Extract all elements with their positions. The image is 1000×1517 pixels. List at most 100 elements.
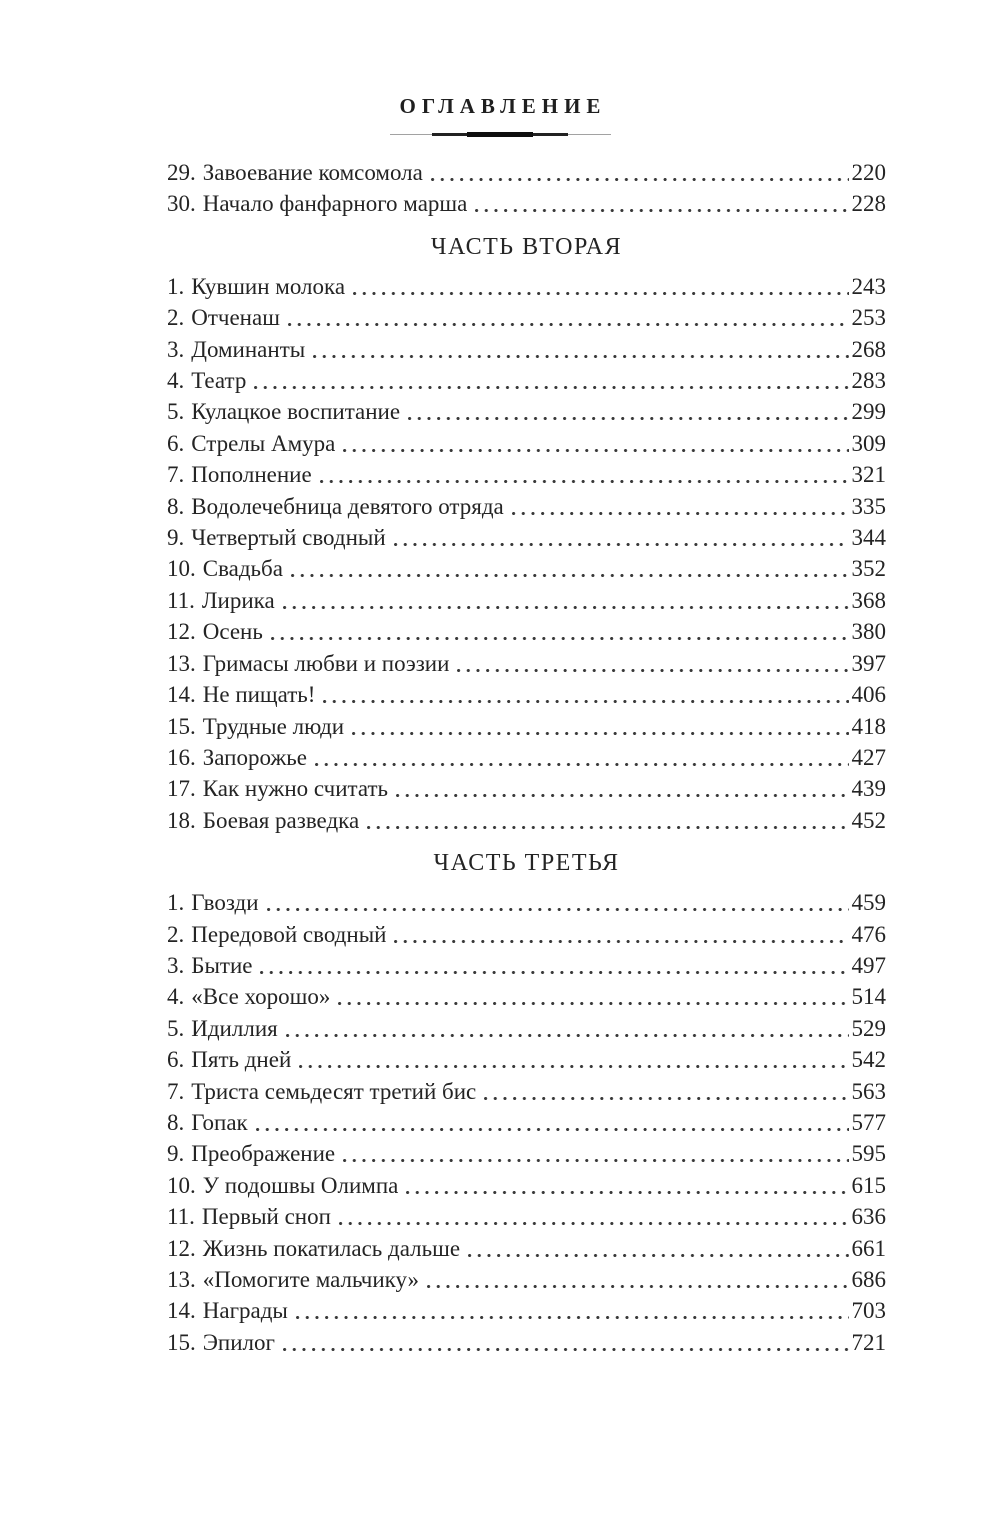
- item-number: 13.: [167, 650, 196, 676]
- item-number: 4.: [167, 984, 185, 1010]
- item-page-number: 309: [851, 430, 887, 456]
- item-title: Стрелы Амура: [191, 430, 336, 456]
- item-number: 8.: [167, 1109, 185, 1135]
- dot-leader: [367, 825, 849, 829]
- item-title: Бытие: [191, 952, 253, 978]
- item-page-number: 476: [851, 921, 887, 947]
- item-page-number: 686: [851, 1267, 887, 1292]
- item-title: Передовой сводный: [191, 921, 387, 947]
- item-number: 16.: [167, 744, 196, 770]
- item-page-number: 636: [851, 1204, 887, 1230]
- toc-entry: 16. Запорожье 427: [167, 742, 886, 773]
- item-number: 10.: [167, 1172, 196, 1198]
- part-heading: ЧАСТЬ ТРЕТЬЯ: [433, 850, 620, 877]
- item-title: Водолечебница девятого отряда: [191, 493, 504, 519]
- dot-leader: [427, 1285, 849, 1288]
- dot-leader: [408, 417, 849, 421]
- toc-entry: 4. Театр 283: [167, 365, 886, 396]
- toc-entry: 1. Кувшин молока 243: [167, 271, 886, 302]
- item-title: «Помогите мальчику»: [202, 1267, 420, 1292]
- item-page-number: 514: [851, 984, 887, 1010]
- item-title: Первый сноп: [201, 1204, 331, 1230]
- dot-leader: [255, 1127, 849, 1131]
- dot-leader: [282, 1347, 849, 1351]
- item-number: 2.: [167, 305, 185, 331]
- item-title: Четвертый сводный: [191, 525, 386, 551]
- page-title: ОГЛАВЛЕНИЕ: [399, 94, 607, 118]
- toc-entry: 7. Триста семьдесят третий бис 563: [167, 1076, 886, 1107]
- item-title: Кувшин молока: [191, 273, 346, 299]
- dot-leader: [315, 762, 849, 766]
- item-title: Отченаш: [191, 305, 280, 331]
- toc-entry: 8. Водолечебница девятого отряда 335: [167, 491, 886, 522]
- item-title: Гопак: [191, 1109, 248, 1135]
- toc-entry: 29. Завоевание комсомола 220: [167, 157, 886, 188]
- item-page-number: 397: [851, 650, 887, 676]
- dot-leader: [352, 731, 849, 735]
- item-title: Идиллия: [191, 1015, 278, 1041]
- toc-entry: 17. Как нужно считать 439: [167, 773, 886, 804]
- toc-entry: 5. Идиллия 529: [167, 1013, 886, 1044]
- dot-leader: [353, 291, 849, 295]
- item-title: «Все хорошо»: [191, 984, 331, 1010]
- item-page-number: 563: [851, 1078, 887, 1104]
- item-page-number: 595: [851, 1141, 887, 1167]
- item-number: 7.: [167, 462, 185, 488]
- item-number: 30.: [167, 191, 196, 217]
- item-title: У подошвы Олимпа: [202, 1172, 399, 1198]
- item-number: 29.: [167, 160, 196, 185]
- toc-entry: 12. Осень 380: [167, 616, 886, 647]
- dot-leader: [254, 386, 849, 390]
- item-number: 15.: [167, 713, 196, 739]
- toc-entry: 10. У подошвы Олимпа 615: [167, 1170, 886, 1201]
- item-page-number: 721: [851, 1329, 887, 1355]
- item-number: 6.: [167, 1047, 185, 1073]
- item-title: Пять дней: [191, 1047, 292, 1073]
- item-number: 8.: [167, 493, 185, 519]
- item-page-number: 459: [851, 890, 887, 916]
- item-page-number: 497: [851, 952, 887, 978]
- toc-entry: 10. Свадьба 352: [167, 553, 886, 584]
- item-title: Свадьба: [202, 556, 283, 582]
- item-number: 10.: [167, 556, 196, 582]
- item-page-number: 427: [851, 744, 887, 770]
- item-number: 9.: [167, 1141, 185, 1167]
- item-number: 17.: [167, 776, 196, 802]
- item-page-number: 452: [851, 807, 887, 833]
- item-number: 7.: [167, 1078, 185, 1104]
- item-number: 2.: [167, 921, 185, 947]
- item-number: 11.: [167, 1204, 195, 1230]
- dot-leader: [475, 209, 849, 213]
- item-number: 1.: [167, 273, 185, 299]
- toc-entry: 3. Бытие 497: [167, 950, 886, 981]
- item-page-number: 439: [851, 776, 887, 802]
- item-number: 6.: [167, 430, 185, 456]
- dot-leader: [287, 323, 849, 327]
- toc-entry: 14. Не пищать! 406: [167, 679, 886, 710]
- item-number: 14.: [167, 1298, 196, 1324]
- dot-leader: [511, 511, 849, 515]
- dot-leader: [406, 1190, 849, 1194]
- item-number: 15.: [167, 1329, 196, 1355]
- dot-leader: [457, 668, 849, 672]
- toc-entry: 13. Гримасы любви и поэзии 397: [167, 648, 886, 679]
- dot-leader: [285, 1033, 849, 1037]
- item-page-number: 268: [851, 336, 887, 362]
- item-page-number: 615: [851, 1172, 887, 1198]
- item-title: Как нужно считать: [202, 776, 388, 802]
- toc-entry: 3. Доминанты 268: [167, 334, 886, 365]
- item-title: Запорожье: [202, 744, 308, 770]
- dot-leader: [338, 1222, 849, 1226]
- item-title: Триста семьдесят третий бис: [191, 1078, 477, 1104]
- item-title: Гримасы любви и поэзии: [202, 650, 450, 676]
- toc-entry: 4. «Все хорошо» 514: [167, 981, 886, 1012]
- item-page-number: 335: [851, 493, 887, 519]
- item-number: 14.: [167, 682, 196, 708]
- toc-page: ОГЛАВЛЕНИЕ 29. Завоевание комсомола 220 30.…: [167, 94, 887, 1355]
- dot-leader: [430, 178, 849, 181]
- divider-thick-line: [467, 132, 533, 137]
- item-page-number: 352: [851, 556, 887, 582]
- toc-entry: 7. Пополнение 321: [167, 459, 886, 490]
- item-page-number: 220: [851, 160, 887, 185]
- toc-entry: 12. Жизнь покатилась дальше 661: [167, 1233, 886, 1264]
